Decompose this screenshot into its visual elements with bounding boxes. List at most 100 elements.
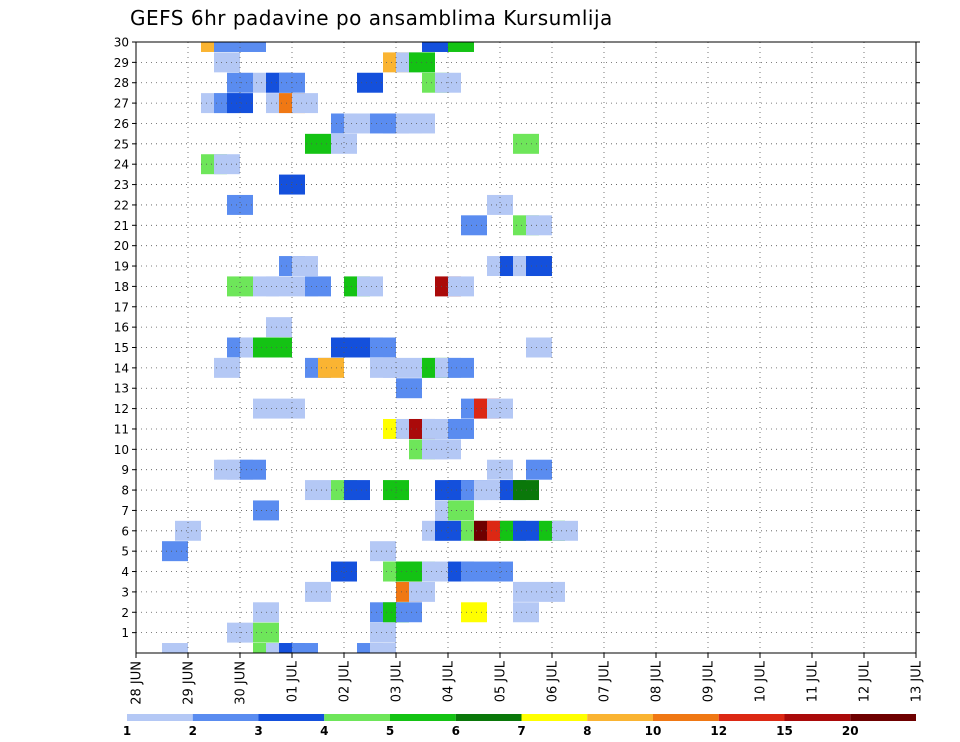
heatmap-cell xyxy=(487,398,513,419)
legend-swatch xyxy=(587,714,653,721)
heatmap-cell xyxy=(240,459,266,480)
y-tick-label: 2 xyxy=(121,606,129,620)
y-axis-ticks: 1234567891011121314151617181920212223242… xyxy=(114,36,920,640)
heatmap-cell xyxy=(370,337,396,358)
y-tick-label: 1 xyxy=(121,626,129,640)
y-tick-label: 9 xyxy=(121,463,129,477)
y-tick-label: 27 xyxy=(114,97,129,111)
legend-swatch xyxy=(390,714,456,721)
heatmap-cell xyxy=(396,602,422,623)
legend-label: 5 xyxy=(386,724,394,738)
heatmap-cell xyxy=(331,561,357,582)
heatmap-cell xyxy=(266,276,292,297)
legend-swatch xyxy=(850,714,916,721)
heatmap-cell xyxy=(240,42,266,52)
y-tick-label: 6 xyxy=(121,524,129,538)
heatmap-cell xyxy=(214,42,240,52)
y-tick-label: 29 xyxy=(114,56,129,70)
heatmap-cell xyxy=(357,72,383,93)
y-tick-label: 14 xyxy=(114,361,129,375)
legend-label: 6 xyxy=(452,724,460,738)
heatmap-cell xyxy=(487,561,513,582)
x-tick-label: 10 JUL xyxy=(754,660,769,702)
y-tick-label: 11 xyxy=(114,422,129,436)
y-tick-label: 13 xyxy=(114,382,129,396)
legend-label: 8 xyxy=(583,724,591,738)
heatmap-cell xyxy=(461,561,487,582)
legend-swatch xyxy=(127,714,193,721)
heatmap-cell xyxy=(292,93,318,114)
heatmap-cell xyxy=(292,256,318,277)
y-tick-label: 15 xyxy=(114,341,129,355)
y-tick-label: 23 xyxy=(114,178,129,192)
heatmap-cell xyxy=(357,276,383,297)
heatmap-cell xyxy=(448,42,474,52)
heatmap-cell xyxy=(422,561,448,582)
color-legend: 1 2 3 4 5 6 7 8 10 12 15 20 xyxy=(123,714,916,738)
grid-lines xyxy=(136,42,916,653)
heatmap-cell xyxy=(227,93,253,114)
y-tick-label: 30 xyxy=(114,36,129,50)
heatmap-cell xyxy=(396,378,422,399)
x-tick-label: 03 JUL xyxy=(390,660,405,702)
x-tick-label: 28 JUN xyxy=(130,661,145,705)
y-tick-label: 20 xyxy=(114,239,129,253)
y-tick-label: 18 xyxy=(114,280,129,294)
y-tick-label: 3 xyxy=(121,585,129,599)
heatmap-cell xyxy=(370,622,396,643)
legend-label: 3 xyxy=(254,724,262,738)
heatmap-cells xyxy=(162,42,578,653)
legend-swatch xyxy=(784,714,851,721)
legend-label: 4 xyxy=(320,724,328,738)
legend-swatch xyxy=(258,714,325,721)
legend-swatch xyxy=(718,714,785,721)
legend-label: 7 xyxy=(517,724,525,738)
heatmap-cell xyxy=(526,256,552,277)
heatmap-cell xyxy=(227,276,253,297)
x-axis-ticks: 28 JUN 29 JUN 30 JUN 01 JUL 02 JUL 03 JUL 04 J… xyxy=(130,653,925,705)
y-tick-label: 12 xyxy=(114,402,129,416)
heatmap-cell xyxy=(487,194,513,215)
x-tick-label: 08 JUL xyxy=(650,660,665,702)
heatmap-cell xyxy=(526,215,552,236)
legend-label: 1 xyxy=(123,724,131,738)
heatmap-cell xyxy=(370,541,396,562)
x-tick-label: 07 JUL xyxy=(598,660,613,702)
y-tick-label: 7 xyxy=(121,504,129,518)
x-tick-label: 01 JUL xyxy=(286,660,301,702)
chart-title: GEFS 6hr padavine po ansamblima Kursumli… xyxy=(130,6,613,30)
legend-label: 2 xyxy=(189,724,197,738)
y-tick-label: 24 xyxy=(114,158,129,172)
heatmap-cell xyxy=(266,317,292,338)
legend-label: 20 xyxy=(842,724,859,738)
y-tick-label: 19 xyxy=(114,260,129,274)
y-tick-label: 10 xyxy=(114,443,129,457)
heatmap-cell xyxy=(162,541,188,562)
heatmap-cell xyxy=(175,520,201,541)
heatmap-cell xyxy=(526,337,552,358)
heatmap-cell xyxy=(435,520,461,541)
x-tick-label: 12 JUL xyxy=(858,660,873,702)
y-tick-label: 28 xyxy=(114,76,129,90)
heatmap-cell xyxy=(487,459,513,480)
heatmap-cell xyxy=(305,581,331,602)
y-tick-label: 17 xyxy=(114,300,129,314)
x-tick-label: 02 JUL xyxy=(338,660,353,702)
heatmap-cell xyxy=(370,643,396,653)
x-tick-label: 11 JUL xyxy=(806,660,821,702)
x-tick-label: 09 JUL xyxy=(702,660,717,702)
legend-label: 15 xyxy=(776,724,793,738)
heatmap-cell xyxy=(227,194,253,215)
heatmap-cell xyxy=(305,133,331,154)
y-tick-label: 25 xyxy=(114,137,129,151)
heatmap-cell xyxy=(292,643,318,653)
x-tick-label: 29 JUN xyxy=(182,661,197,705)
y-tick-label: 21 xyxy=(114,219,129,233)
heatmap-cell xyxy=(435,439,461,460)
heatmap-cell xyxy=(162,643,188,653)
heatmap-cell xyxy=(461,215,487,236)
x-tick-label: 04 JUL xyxy=(442,660,457,702)
x-tick-label: 06 JUL xyxy=(546,660,561,702)
heatmap-cell xyxy=(526,459,552,480)
